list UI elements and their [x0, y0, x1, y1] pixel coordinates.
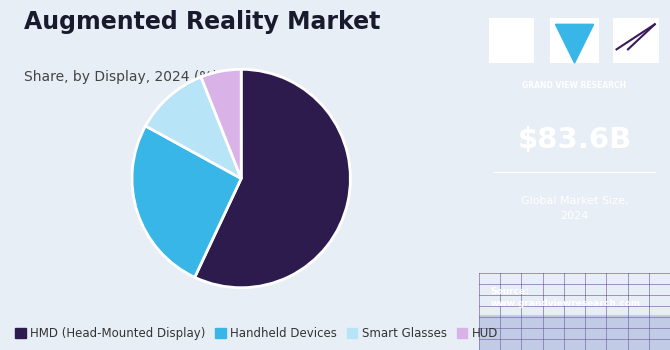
Text: $83.6B: $83.6B — [517, 126, 632, 154]
Legend: HMD (Head-Mounted Display), Handheld Devices, Smart Glasses, HUD: HMD (Head-Mounted Display), Handheld Dev… — [13, 325, 500, 342]
FancyBboxPatch shape — [612, 18, 659, 63]
Text: Share, by Display, 2024 (%): Share, by Display, 2024 (%) — [24, 70, 218, 84]
Text: Source:
www.grandviewresearch.com: Source: www.grandviewresearch.com — [490, 287, 641, 308]
Bar — [479, 315, 670, 350]
FancyBboxPatch shape — [549, 18, 600, 63]
Text: Augmented Reality Market: Augmented Reality Market — [24, 10, 381, 35]
Wedge shape — [132, 126, 241, 277]
FancyBboxPatch shape — [488, 18, 535, 63]
Polygon shape — [555, 25, 594, 63]
Text: Global Market Size,
2024: Global Market Size, 2024 — [521, 196, 628, 221]
Wedge shape — [201, 69, 241, 178]
Wedge shape — [195, 69, 350, 288]
Wedge shape — [145, 77, 241, 178]
Text: GRAND VIEW RESEARCH: GRAND VIEW RESEARCH — [523, 80, 626, 90]
